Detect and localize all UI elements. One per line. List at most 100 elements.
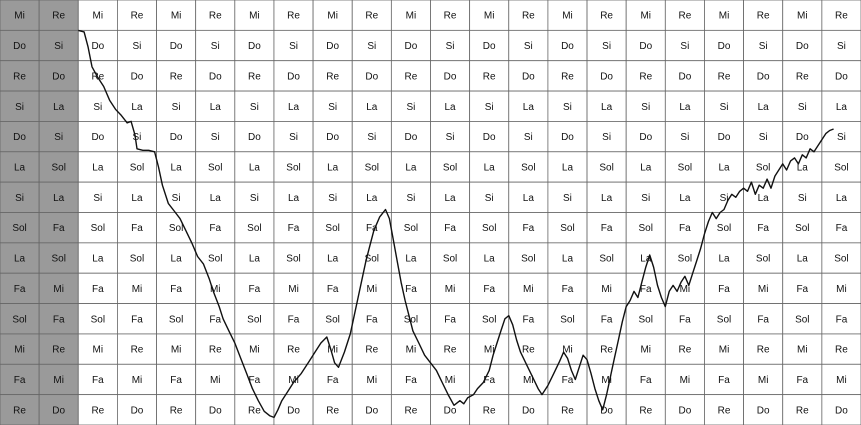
grid-cell: Si: [312, 181, 353, 213]
note-label: Mi: [53, 375, 64, 386]
note-label: Re: [678, 11, 691, 22]
cell-box: [508, 60, 549, 92]
note-label: La: [445, 193, 457, 204]
label-cell: Mi: [0, 0, 40, 31]
cell-box: [547, 212, 588, 244]
note-label: Re: [170, 405, 183, 416]
label-cell: La: [0, 242, 40, 274]
cell-box: [390, 272, 431, 304]
grid-cell: La: [156, 151, 197, 183]
note-label: La: [249, 162, 261, 173]
cell-box: [77, 121, 118, 153]
grid-cell: Mi: [704, 333, 744, 365]
grid-cell: Do: [390, 121, 431, 153]
cell-box: [0, 212, 40, 244]
grid-cell: La: [117, 181, 157, 213]
grid-cell: Si: [156, 90, 197, 122]
note-label: Re: [248, 71, 261, 82]
grid-cell: Fa: [234, 363, 275, 396]
note-label: Do: [600, 71, 613, 82]
grid-cell: Mi: [704, 0, 744, 31]
cell-box: [351, 0, 392, 31]
note-label: Sol: [130, 162, 144, 173]
grid-cell: Si: [430, 121, 471, 153]
note-label: La: [836, 102, 848, 113]
cell-box: [430, 242, 471, 274]
cell-box: [234, 0, 275, 31]
grid-cell: Do: [117, 394, 157, 425]
note-label: Do: [131, 71, 144, 82]
grid-cell: Re: [430, 333, 471, 365]
note-label: Re: [483, 405, 496, 416]
note-label: Si: [54, 132, 63, 143]
cell-box: [430, 363, 471, 396]
grid-cell: Do: [156, 121, 197, 153]
note-label: Si: [93, 193, 102, 204]
note-label: Do: [757, 71, 770, 82]
cell-box: [234, 303, 275, 335]
note-label: Sol: [208, 162, 222, 173]
cell-box: [704, 90, 744, 122]
grid-cell: Do: [547, 121, 588, 153]
cell-box: [821, 121, 861, 153]
cell-box: [664, 212, 705, 244]
grid-cell: Re: [782, 394, 823, 425]
note-label: Mi: [210, 284, 221, 295]
grid-cell: Do: [586, 394, 627, 425]
note-label: Fa: [405, 375, 417, 386]
grid-cell: Re: [195, 0, 236, 31]
note-label: Mi: [523, 284, 534, 295]
grid-cell: Do: [743, 394, 784, 425]
note-label: Do: [796, 41, 809, 52]
note-label: Fa: [405, 284, 417, 295]
note-label: Mi: [406, 345, 417, 356]
label-cell: Re: [38, 0, 79, 31]
note-label: Re: [561, 405, 574, 416]
grid-cell: Sol: [664, 242, 705, 274]
note-label: Si: [250, 193, 259, 204]
note-label: Sol: [169, 314, 183, 325]
grid-cell: Fa: [390, 272, 431, 304]
note-label: Fa: [523, 223, 535, 234]
grid-cell: Do: [430, 394, 471, 425]
note-label: Mi: [249, 345, 260, 356]
note-label: Fa: [718, 284, 730, 295]
note-label: Re: [248, 405, 261, 416]
note-label: Sol: [286, 162, 300, 173]
grid-cell: La: [77, 242, 118, 274]
note-label: La: [836, 193, 848, 204]
note-label: Sol: [12, 314, 26, 325]
note-label: Re: [757, 345, 770, 356]
grid-cell: Si: [508, 121, 549, 153]
label-cell: Do: [38, 394, 79, 425]
note-label: Do: [835, 405, 848, 416]
grid-cell: Si: [625, 181, 666, 213]
grid-cell: Mi: [234, 0, 275, 31]
note-label: Re: [600, 11, 613, 22]
note-label: Sol: [834, 254, 848, 265]
cell-box: [664, 303, 705, 335]
note-label: Mi: [93, 11, 104, 22]
grid-cell: Re: [234, 60, 275, 92]
grid-cell: Sol: [508, 151, 549, 183]
cell-box: [38, 212, 79, 244]
note-label: Re: [326, 405, 339, 416]
note-label: Do: [444, 71, 457, 82]
note-label: La: [445, 102, 457, 113]
label-cell: Do: [0, 29, 40, 62]
note-label: Mi: [680, 375, 691, 386]
note-label: Mi: [797, 11, 808, 22]
grid-cell: Si: [351, 121, 392, 153]
note-label: Sol: [521, 254, 535, 265]
note-label: Fa: [170, 284, 182, 295]
note-label: Do: [678, 405, 691, 416]
grid-cell: Fa: [704, 272, 744, 304]
cell-box: [117, 303, 157, 335]
cell-box: [77, 333, 118, 365]
grid-cell: Mi: [782, 0, 823, 31]
note-label: Fa: [131, 223, 143, 234]
label-cell: Sol: [0, 212, 40, 244]
grid-cell: Re: [625, 394, 666, 425]
grid-cell: Mi: [312, 0, 353, 31]
cell-box: [821, 333, 861, 365]
